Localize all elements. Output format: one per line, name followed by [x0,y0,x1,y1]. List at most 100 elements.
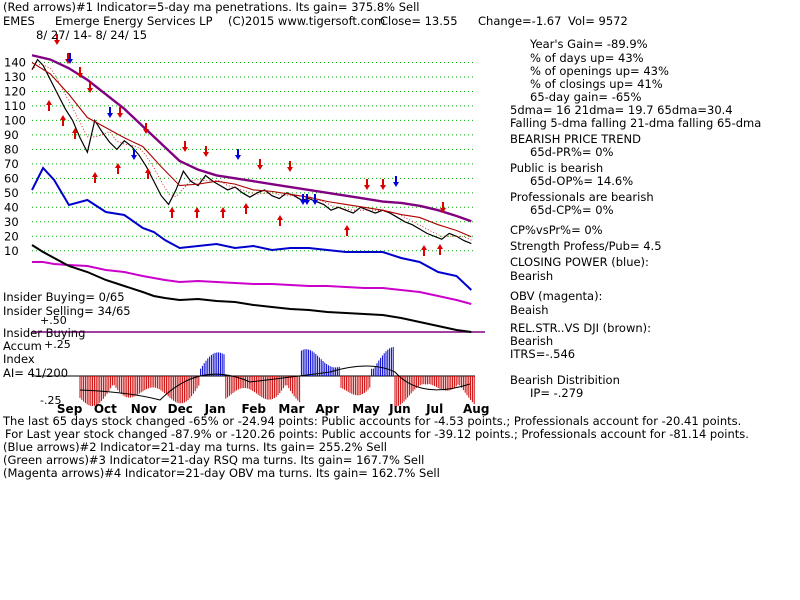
up-arrow [72,128,78,139]
y-tick-label: 20 [4,229,19,243]
up-arrow [437,244,443,255]
down-arrow [143,123,149,134]
y-tick-label: 90 [4,128,19,142]
x-tick-label: Jan [204,402,226,416]
accum-ma-line [79,365,471,401]
series-fast-ma [31,64,472,241]
series-price [31,58,472,245]
x-tick-label: Dec [168,402,193,416]
up-arrow [220,207,226,218]
relstr-line [31,244,472,333]
relstr-title: REL.STR..VS DJI (brown): [510,321,652,335]
price-change: Change=-1.67 [478,14,562,28]
down-arrow [304,194,310,205]
y-tick-label: 100 [4,113,26,127]
down-arrow [107,107,113,118]
company-name: Emerge Energy Services LP [55,14,213,28]
date-range: 8/ 27/ 14- 8/ 24/ 15 [36,28,148,42]
y-tick-label: 30 [4,215,19,229]
down-arrow [203,146,209,157]
down-arrow [235,149,241,160]
down-arrow [131,149,137,160]
volume: Vol= 9572 [568,14,628,28]
up-arrow [92,172,98,183]
gain-65day: 65-day gain= -65% [530,90,642,104]
public-title: Public is bearish [510,161,604,175]
series-65-dma [31,54,472,223]
down-arrow [300,194,306,205]
down-arrow [87,82,93,93]
trend-title: BEARISH PRICE TREND [510,132,642,146]
obv-line [32,261,472,305]
insider-selling-count: Insider Selling= 34/65 [3,304,131,318]
x-tick-label: Jun [388,402,411,416]
x-tick-label: Aug [463,402,489,416]
month-axis: Sep Oct Nov Dec Jan Feb Mar Apr May Jun Jul Aug [57,402,490,416]
strength-ratio: Strength Profess/Pub= 4.5 [510,239,662,253]
pct-days-up: % of days up= 43% [530,51,644,65]
x-tick-label: Apr [315,402,339,416]
insider-buying-label: Insider Buying [3,326,86,340]
pct-openings-up: % of openings up= 43% [530,64,669,78]
up-arrow [115,163,121,174]
x-tick-label: Mar [278,402,304,416]
distribution-title: Bearish Distribition [510,373,620,387]
up-arrow [421,245,427,256]
pct-closings-up: % of closings up= 41% [530,77,663,91]
up-arrow [344,225,350,236]
y-tick-label: 10 [4,244,19,258]
falling-mas: Falling 5-dma falling 21-dma falling 65-… [510,116,762,130]
down-arrow [393,176,399,187]
closing-power-line [31,166,472,291]
x-tick-label: Jul [425,402,443,416]
y-tick-label: 50 [4,186,19,200]
down-arrow [54,34,60,45]
public-value: 65d-OP%= 14.6% [530,174,634,188]
y-tick-label: 140 [4,55,26,69]
down-arrow [257,159,263,170]
series-21-dma [31,62,472,238]
accum-minus25: -.25 [40,394,62,407]
down-arrow [364,179,370,190]
price-gridlines [32,61,475,252]
footer-line3: (Blue arrows)#2 Indicator=21-day ma turn… [3,440,387,454]
y-tick-label: 110 [4,99,26,113]
close-price: Close= 13.55 [380,14,458,28]
obv-title: OBV (magenta): [510,289,603,303]
accum-label: Accum [3,339,42,353]
y-tick-label: 130 [4,70,26,84]
ticker: EMES [3,14,35,28]
closing-power-value: Bearish [510,269,554,283]
up-arrow [194,207,200,218]
x-tick-label: Nov [131,402,157,416]
footer-line5: (Magenta arrows)#4 Indicator=21-day OBV … [3,466,440,480]
x-tick-label: Feb [242,402,267,416]
y-tick-label: 120 [4,84,26,98]
insider-buying-count: Insider Buying= 0/65 [3,290,125,304]
ip-value: IP= -.279 [530,386,584,400]
up-arrow [243,203,249,214]
up-arrow [277,215,283,226]
lower-panel-lines [32,331,485,377]
closing-power-title: CLOSING POWER (blue): [510,255,649,269]
down-arrow [117,107,123,118]
footer-line2: For Last year stock changed -87.9% or -1… [5,427,749,441]
x-tick-label: May [352,402,380,416]
accum-plus50: +.50 [40,314,67,327]
up-arrow [145,168,151,179]
y-tick-label: 70 [4,157,19,171]
y-tick-label: 40 [4,200,19,214]
price-series [31,54,472,333]
accumulation-bars [79,347,475,407]
years-gain: Year's Gain= -89.9% [530,37,648,51]
up-arrow [169,207,175,218]
relstr-value: Bearish [510,334,554,348]
accum-plus25: +.25 [44,338,71,351]
indicator1-line: (Red arrows)#1 Indicator=5-day ma penetr… [3,0,420,14]
copyright: (C)2015 www.tigersoft.com [228,14,386,28]
up-arrow [60,115,66,126]
cp-vs-pr: CP%vsPr%= 0% [510,223,603,237]
footer-line4: (Green arrows)#3 Indicator=21-day RSQ ma… [3,453,425,467]
index-label: Index [3,352,35,366]
